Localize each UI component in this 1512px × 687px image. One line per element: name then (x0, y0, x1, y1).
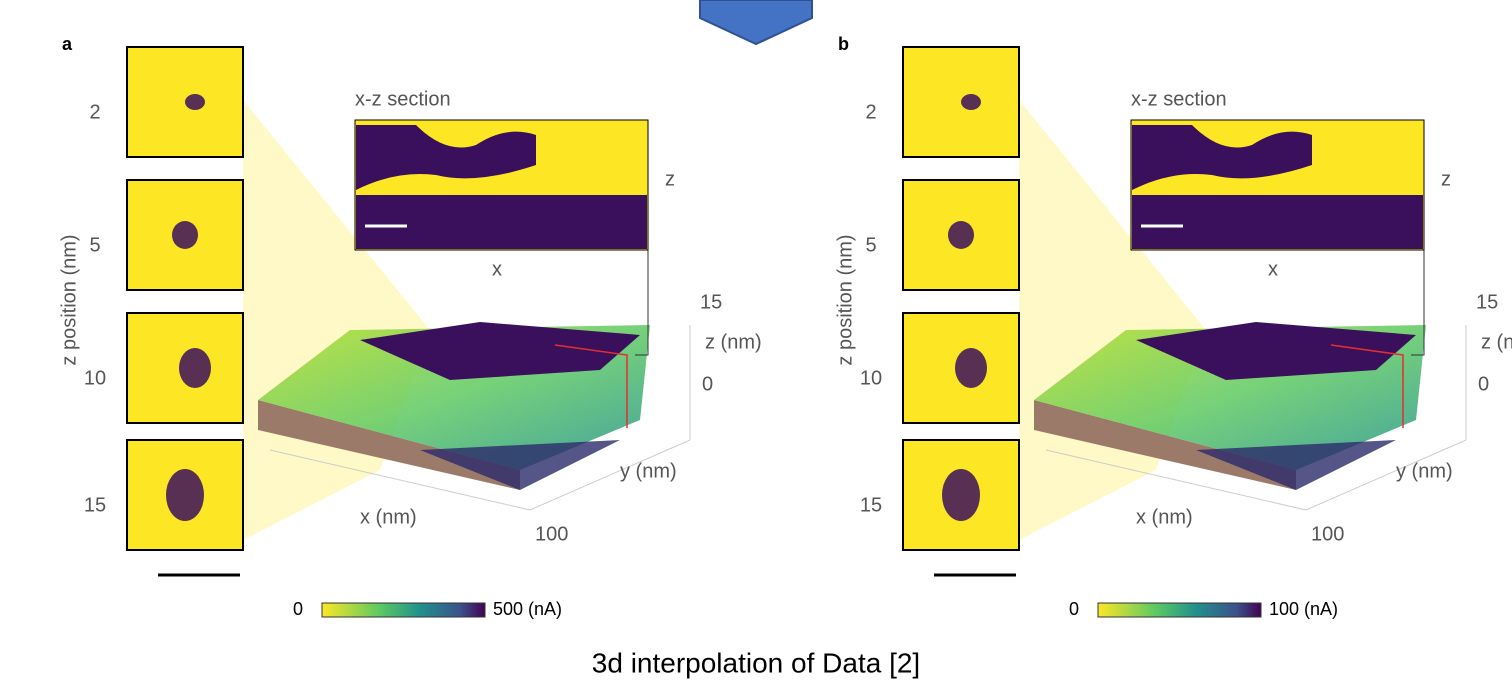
y-axis-label-3d: y (nm) (1396, 460, 1453, 482)
section-title: x-z section (355, 88, 451, 110)
section-band (1132, 195, 1423, 249)
colorbar-min: 0 (293, 599, 303, 619)
slice-label: 2 (89, 101, 100, 123)
z-axis-max: 15 (700, 291, 722, 313)
z-axis-min: 0 (1478, 373, 1489, 395)
panel-label: a (62, 34, 73, 54)
section-band (356, 195, 647, 249)
y-axis-label-3d: y (nm) (620, 460, 677, 482)
y-axis-max: 100 (1311, 523, 1344, 545)
figure: 3d interpolation of Data [2] a 2 5 10 15 z po… (0, 0, 1512, 687)
slice-label: 15 (860, 494, 882, 516)
panel-label: b (838, 34, 849, 54)
section-x: x (1268, 258, 1278, 280)
section-x: x (492, 258, 502, 280)
slice-blob (179, 348, 211, 388)
colorbar-max: 100 (nA) (1269, 599, 1338, 619)
slice-label: 15 (84, 494, 106, 516)
z-axis-label: z (nm) (705, 331, 762, 353)
arrow-shape (700, 0, 812, 44)
slice-blob (955, 348, 987, 388)
slice-blob (942, 469, 980, 521)
x-axis-label-3d: x (nm) (360, 506, 417, 528)
colorbar (322, 603, 485, 617)
colorbar-max: 500 (nA) (493, 599, 562, 619)
slice-blob (172, 221, 198, 249)
slice-blob (166, 469, 204, 521)
z-axis-label: z (nm) (1481, 331, 1512, 353)
slice-label: 5 (865, 234, 876, 256)
section-title: x-z section (1131, 88, 1227, 110)
slice-label: 2 (865, 101, 876, 123)
z-axis-max: 15 (1476, 291, 1498, 313)
y-axis-label: z position (nm) (58, 234, 80, 365)
colorbar-min: 0 (1069, 599, 1079, 619)
slice-label: 5 (89, 234, 100, 256)
slice-label: 10 (84, 367, 106, 389)
slice-blob (961, 94, 981, 110)
slice-blob (185, 94, 205, 110)
y-axis-label: z position (nm) (834, 234, 856, 365)
slice-label: 10 (860, 367, 882, 389)
y-axis-max: 100 (535, 523, 568, 545)
x-axis-label-3d: x (nm) (1136, 506, 1193, 528)
slice-blob (948, 221, 974, 249)
caption: 3d interpolation of Data [2] (592, 647, 920, 678)
section-z: z (1441, 168, 1451, 190)
z-axis-min: 0 (702, 373, 713, 395)
section-z: z (665, 168, 675, 190)
colorbar (1098, 603, 1261, 617)
